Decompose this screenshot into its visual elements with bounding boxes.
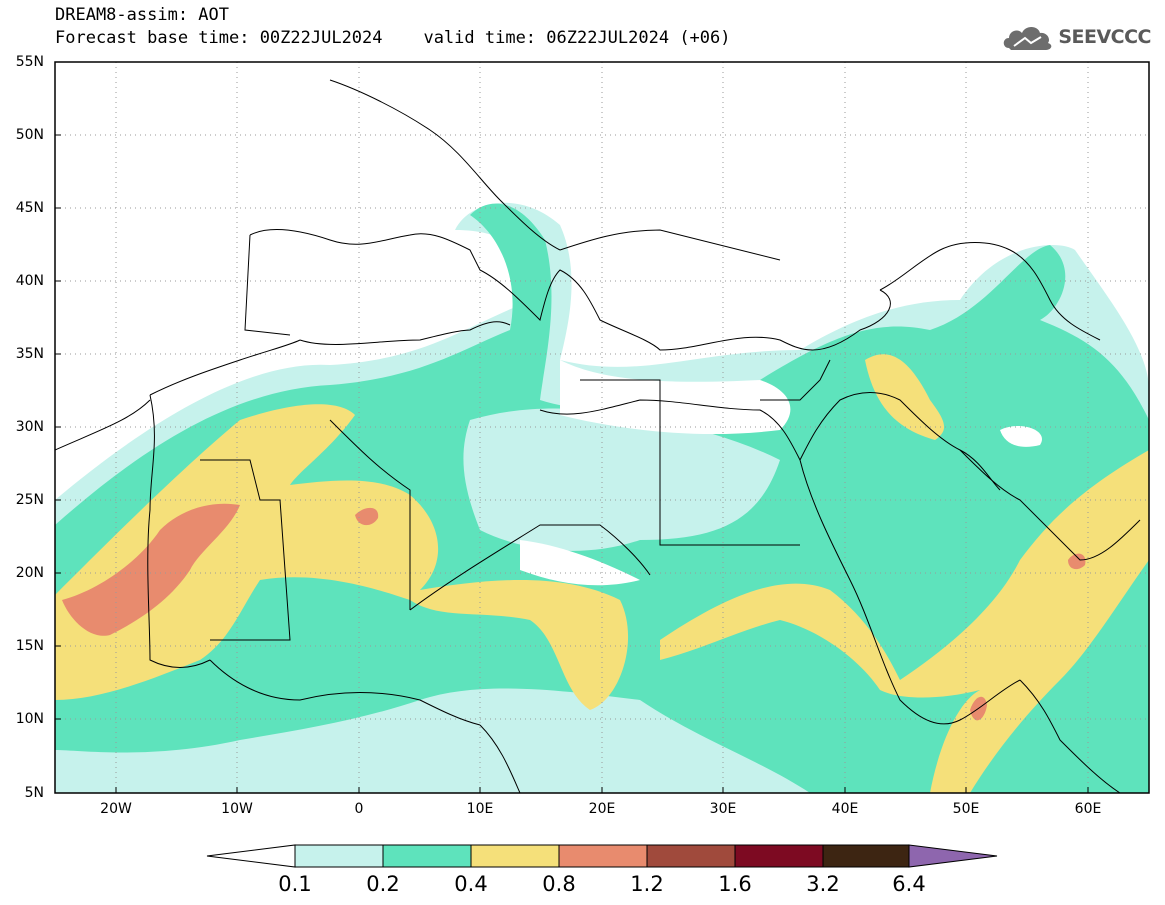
lat-label: 55N xyxy=(15,54,44,70)
colorbar-segment-6 xyxy=(734,844,824,868)
aot-clear-chad xyxy=(520,540,640,586)
colorbar-segment-4 xyxy=(558,844,648,868)
lat-label: 30N xyxy=(15,419,44,435)
lat-label: 50N xyxy=(15,127,44,143)
aot-band-0.8-c xyxy=(1068,553,1086,570)
lat-label: 20N xyxy=(15,565,44,581)
lat-label: 45N xyxy=(15,200,44,216)
colorbar-label: 1.6 xyxy=(718,872,752,896)
lon-label: 0 xyxy=(354,801,364,817)
colorbar-segment-2 xyxy=(382,844,472,868)
tick-marks xyxy=(55,134,1089,793)
colorbar-label: 3.2 xyxy=(806,872,840,896)
aot-clear-sahara xyxy=(463,408,780,551)
lat-label: 10N xyxy=(15,711,44,727)
aot-band-0.8-b xyxy=(355,507,379,526)
logo-text: SEEVCCC xyxy=(1058,26,1151,48)
coastlines xyxy=(55,79,1141,793)
colorbar xyxy=(206,844,998,868)
lat-label: 25N xyxy=(15,492,44,508)
colorbar-label: 0.4 xyxy=(454,872,488,896)
lon-label: 20E xyxy=(588,801,616,817)
cloud-icon xyxy=(1004,27,1052,50)
colorbar-segment-3 xyxy=(470,844,560,868)
lat-label: 40N xyxy=(15,273,44,289)
aot-band-0.4-iraq xyxy=(865,354,945,440)
colorbar-segment-7 xyxy=(822,844,910,868)
aot-band-0.4 xyxy=(55,404,629,710)
lon-label: 40E xyxy=(831,801,859,817)
colorbar-segment-5 xyxy=(646,844,736,868)
lon-label: 50E xyxy=(952,801,980,817)
colorbar-label: 0.1 xyxy=(278,872,312,896)
colorbar-segment-1 xyxy=(294,844,384,868)
lon-label: 10E xyxy=(466,801,494,817)
lon-label: 30E xyxy=(709,801,737,817)
lat-label: 35N xyxy=(15,346,44,362)
aot-clear-north xyxy=(560,360,791,435)
lon-label: 60E xyxy=(1074,801,1102,817)
aot-band-0.4-east xyxy=(660,450,1149,793)
colorbar-label: 0.2 xyxy=(366,872,400,896)
lon-label: 20W xyxy=(100,801,132,817)
lat-label: 15N xyxy=(15,638,44,654)
lon-label: 10W xyxy=(221,801,253,817)
colorbar-under-arrow xyxy=(206,844,296,868)
forecast-times: Forecast base time: 00Z22JUL2024 valid t… xyxy=(55,28,731,48)
map-title: DREAM8-assim: AOT xyxy=(55,5,229,25)
aot-band-0.8 xyxy=(62,503,240,636)
aot-clear-arabia xyxy=(1000,425,1042,447)
colorbar-label: 0.8 xyxy=(542,872,576,896)
lat-label: 5N xyxy=(24,785,44,801)
seevccc-logo: SEEVCCC xyxy=(1001,22,1151,52)
colorbar-over-arrow xyxy=(908,844,998,868)
colorbar-label: 6.4 xyxy=(892,872,926,896)
colorbar-label: 1.2 xyxy=(630,872,664,896)
graticule xyxy=(55,62,1149,793)
